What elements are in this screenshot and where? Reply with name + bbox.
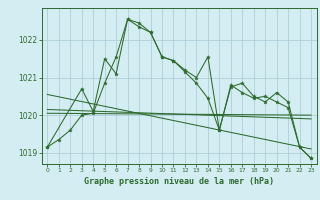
X-axis label: Graphe pression niveau de la mer (hPa): Graphe pression niveau de la mer (hPa) — [84, 177, 274, 186]
